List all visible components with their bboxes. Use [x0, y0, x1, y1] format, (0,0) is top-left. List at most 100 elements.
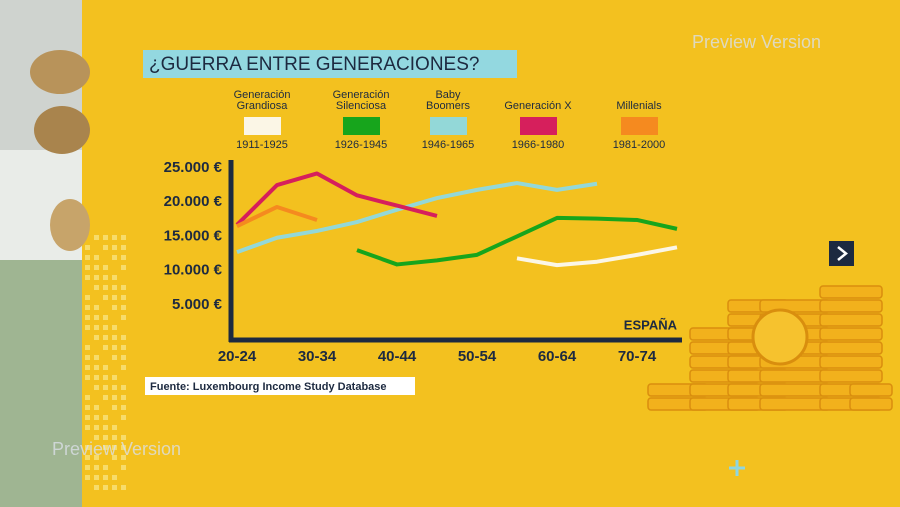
series-line	[516, 245, 678, 268]
dot	[121, 295, 126, 300]
dot	[94, 235, 99, 240]
dot	[94, 275, 99, 280]
dot	[112, 445, 117, 450]
plus-decoration	[729, 460, 745, 476]
x-tick-label: 70-74	[618, 348, 657, 365]
dot	[94, 455, 99, 460]
legend-text: Generación X	[504, 100, 572, 112]
dot	[121, 235, 126, 240]
dot	[121, 245, 126, 250]
x-tick-label: 60-64	[538, 348, 577, 365]
dot	[94, 385, 99, 390]
dot	[94, 485, 99, 490]
dot	[121, 255, 126, 260]
dot	[112, 485, 117, 490]
series-line	[236, 204, 318, 228]
dot	[94, 305, 99, 310]
dot	[94, 315, 99, 320]
banknote	[0, 260, 82, 507]
coin	[819, 341, 883, 355]
dot	[121, 395, 126, 400]
dot	[121, 415, 126, 420]
y-tick-label: 20.000 €	[164, 193, 223, 210]
legend-label: Generación X	[498, 84, 578, 112]
dot	[103, 475, 108, 480]
series-line	[235, 171, 438, 227]
legend-text: Generación Grandiosa	[233, 89, 291, 112]
dot	[112, 285, 117, 290]
dot	[85, 415, 90, 420]
dot	[103, 265, 108, 270]
dot	[121, 345, 126, 350]
watermark: Preview Version	[52, 439, 181, 459]
chevron-icon	[837, 246, 848, 261]
dot	[85, 325, 90, 330]
coin	[819, 313, 883, 327]
series-line	[356, 215, 678, 267]
coin	[34, 106, 90, 154]
dot	[112, 385, 117, 390]
dot	[112, 375, 117, 380]
dot	[121, 355, 126, 360]
title-box	[143, 50, 517, 78]
dot	[103, 485, 108, 490]
dot	[112, 395, 117, 400]
dot	[103, 435, 108, 440]
coin-stacks	[647, 285, 893, 411]
dot	[112, 475, 117, 480]
dot	[112, 335, 117, 340]
dot	[103, 385, 108, 390]
dot	[94, 355, 99, 360]
dot	[85, 465, 90, 470]
dot	[85, 315, 90, 320]
dot	[85, 245, 90, 250]
dot	[112, 245, 117, 250]
dot	[112, 405, 117, 410]
y-tick-label: 25.000 €	[164, 159, 223, 176]
source-box	[145, 377, 415, 395]
dot	[85, 255, 90, 260]
dot	[103, 465, 108, 470]
series-line	[236, 181, 598, 255]
source: Fuente: Luxembourg Income Study Database	[150, 381, 387, 393]
dot	[121, 305, 126, 310]
dot	[85, 375, 90, 380]
legend-years: 1966-1980	[512, 139, 565, 151]
y-tick-label: 10.000 €	[164, 262, 223, 279]
coin	[849, 383, 893, 397]
dot	[112, 295, 117, 300]
chart-title: ¿GUERRA ENTRE GENERACIONES?	[149, 54, 479, 75]
dot	[121, 485, 126, 490]
x-tick-label: 40-44	[378, 348, 417, 365]
dot	[94, 435, 99, 440]
coin	[819, 355, 883, 369]
dot	[85, 355, 90, 360]
dot	[121, 465, 126, 470]
legend-text: Baby Boomers	[425, 89, 471, 112]
legend-years: 1981-2000	[613, 139, 666, 151]
dot	[85, 295, 90, 300]
dot	[112, 455, 117, 460]
next-button[interactable]	[829, 241, 854, 266]
legend-years: 1926-1945	[335, 139, 388, 151]
dot	[94, 475, 99, 480]
coin-face	[751, 308, 809, 366]
dot	[94, 335, 99, 340]
dot	[121, 335, 126, 340]
dot	[121, 445, 126, 450]
dot	[103, 375, 108, 380]
dot	[85, 445, 90, 450]
legend-label: Generación Silenciosa	[325, 84, 397, 112]
coin	[30, 50, 90, 94]
dot	[94, 285, 99, 290]
coin	[50, 199, 90, 251]
dot	[85, 475, 90, 480]
dot	[112, 425, 117, 430]
dot	[85, 425, 90, 430]
legend-label: Generación Grandiosa	[226, 84, 298, 112]
dot	[94, 405, 99, 410]
legend-label: Millenials	[599, 84, 679, 112]
dot	[103, 445, 108, 450]
dot	[94, 415, 99, 420]
